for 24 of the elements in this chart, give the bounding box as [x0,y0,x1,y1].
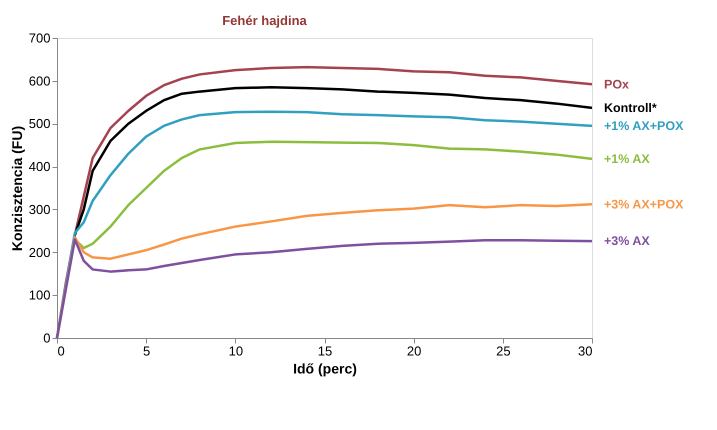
x-tick-label: 20 [406,344,422,358]
series-label: POx [604,77,630,92]
y-axis-title: Konzisztencia (FU) [8,126,25,252]
y-tick-label: 100 [28,288,50,303]
series-label: +3% AX [604,234,650,248]
y-tick-label: 200 [28,244,50,260]
x-tick-label: 10 [228,344,244,358]
y-tick-label: 300 [28,202,50,217]
series-label: Kontroll* [604,100,657,115]
x-tick-label: 30 [578,344,592,358]
y-tick-label: 700 [28,30,50,46]
x-axis-title: Idő (perc) [293,360,357,376]
y-tick-label: 400 [28,159,50,174]
series-label: +1% AX [604,152,650,166]
y-tick-label: 500 [28,116,50,132]
series-label: +1% AX+POX [604,118,684,133]
x-tick-label: 25 [496,344,511,358]
x-tick-label: 0 [58,344,65,358]
chart-title: Fehér hajdina [222,13,308,28]
y-tick-label: 600 [28,73,50,88]
series-label: +3% AX+POX [604,197,684,212]
x-tick-label: 15 [318,344,332,358]
x-tick-label: 5 [143,344,150,358]
y-tick-label: 0 [43,330,50,346]
